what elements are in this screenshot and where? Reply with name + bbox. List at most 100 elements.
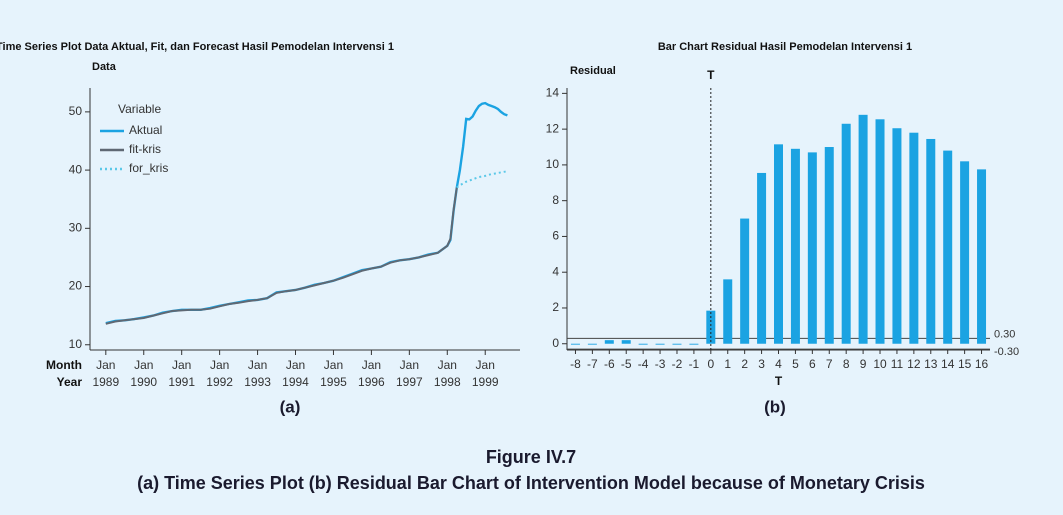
bar: [672, 343, 682, 345]
x-tick-label: -2: [672, 357, 683, 371]
reference-label: 0.30: [994, 328, 1015, 340]
bar: [909, 132, 919, 344]
x-tick-label: -4: [638, 357, 649, 371]
x-tick-label: 14: [941, 357, 955, 371]
bar: [790, 148, 800, 344]
x-tick-label: 1: [724, 357, 731, 371]
bar: [604, 340, 614, 344]
x-tick-year: 1990: [130, 375, 157, 389]
figure-caption: (a) Time Series Plot (b) Residual Bar Ch…: [137, 473, 925, 493]
x-row-label: Month: [46, 358, 82, 372]
x-tick-label: 13: [924, 357, 938, 371]
x-tick-year: 1995: [320, 375, 347, 389]
y-tick-label: 30: [69, 220, 83, 234]
bar: [824, 147, 834, 344]
legend-label: for_kris: [129, 161, 168, 175]
x-tick-label: Jan: [286, 358, 305, 372]
x-row-label: Year: [57, 375, 83, 389]
x-tick-label: 8: [843, 357, 850, 371]
x-tick-label: 11: [891, 357, 904, 371]
legend-title: Variable: [118, 102, 161, 116]
x-tick-label: Jan: [248, 358, 267, 372]
y-tick-label: 10: [546, 157, 560, 171]
x-tick-year: 1996: [358, 375, 385, 389]
x-tick-year: 1992: [206, 375, 233, 389]
chart-title: Time Series Plot Data Aktual, Fit, dan F…: [0, 41, 394, 53]
series-line: [105, 101, 508, 325]
y-tick-label: 50: [69, 104, 83, 118]
x-tick-year: 1993: [244, 375, 271, 389]
y-tick-label: 10: [69, 337, 83, 351]
bar: [655, 343, 665, 345]
legend-label: Aktual: [129, 123, 162, 137]
caption-a: (a): [280, 397, 301, 416]
bar: [926, 138, 936, 344]
x-tick-label: Jan: [96, 358, 115, 372]
y-tick-label: 2: [552, 300, 559, 314]
caption-b: (b): [764, 397, 786, 416]
x-tick-label: 5: [792, 357, 799, 371]
series-line: [456, 170, 508, 189]
series-line: [105, 187, 458, 325]
x-tick-label: 15: [958, 357, 972, 371]
y-axis-label: Residual: [570, 65, 616, 77]
x-tick-label: Jan: [210, 358, 229, 372]
bar: [807, 152, 817, 344]
x-tick-year: 1997: [396, 375, 423, 389]
bar: [587, 343, 597, 345]
bar: [689, 343, 699, 345]
y-tick-label: 14: [546, 86, 560, 100]
x-tick-year: 1999: [472, 375, 499, 389]
x-tick-label: 6: [809, 357, 816, 371]
x-axis-label: T: [775, 374, 783, 388]
bar: [638, 343, 648, 345]
x-tick-label: 16: [975, 357, 989, 371]
y-tick-label: 4: [552, 264, 559, 278]
bar: [943, 150, 953, 344]
x-tick-label: Jan: [134, 358, 153, 372]
x-tick-year: 1989: [92, 375, 119, 389]
x-tick-label: Jan: [438, 358, 457, 372]
figure-number: Figure IV.7: [486, 447, 576, 467]
legend-label: fit-kris: [129, 142, 161, 156]
x-tick-year: 1994: [282, 375, 309, 389]
x-tick-label: 9: [860, 357, 867, 371]
reference-label: -0.30: [994, 346, 1019, 358]
bar: [875, 119, 885, 344]
bar: [960, 161, 970, 344]
bar: [977, 169, 987, 344]
x-tick-label: Jan: [362, 358, 381, 372]
x-tick-label: 7: [826, 357, 833, 371]
bar: [706, 310, 716, 344]
x-tick-label: 10: [873, 357, 887, 371]
x-tick-label: 3: [758, 357, 765, 371]
y-tick-label: 12: [546, 121, 560, 135]
bar: [858, 114, 868, 344]
x-tick-label: 0: [707, 357, 714, 371]
bar: [841, 123, 851, 344]
x-tick-label: -5: [621, 357, 632, 371]
x-tick-label: -1: [689, 357, 700, 371]
x-tick-label: -6: [604, 357, 615, 371]
marker-label: T: [707, 68, 715, 82]
x-tick-label: Jan: [172, 358, 191, 372]
x-tick-label: -7: [587, 357, 598, 371]
bar: [774, 144, 783, 344]
bar: [892, 128, 902, 344]
y-tick-label: 20: [69, 279, 83, 293]
y-tick-label: 8: [552, 193, 559, 207]
bar: [723, 279, 733, 344]
y-tick-label: 40: [69, 162, 83, 176]
x-tick-label: Jan: [324, 358, 343, 372]
bar: [621, 340, 631, 344]
x-tick-label: 12: [907, 357, 921, 371]
x-tick-label: -3: [655, 357, 666, 371]
y-tick-label: 0: [552, 336, 559, 350]
x-tick-label: 4: [775, 357, 782, 371]
y-axis-label: Data: [92, 61, 117, 73]
x-tick-year: 1998: [434, 375, 461, 389]
bar: [740, 218, 750, 344]
x-tick-year: 1991: [168, 375, 195, 389]
chart-title: Bar Chart Residual Hasil Pemodelan Inter…: [658, 41, 912, 53]
